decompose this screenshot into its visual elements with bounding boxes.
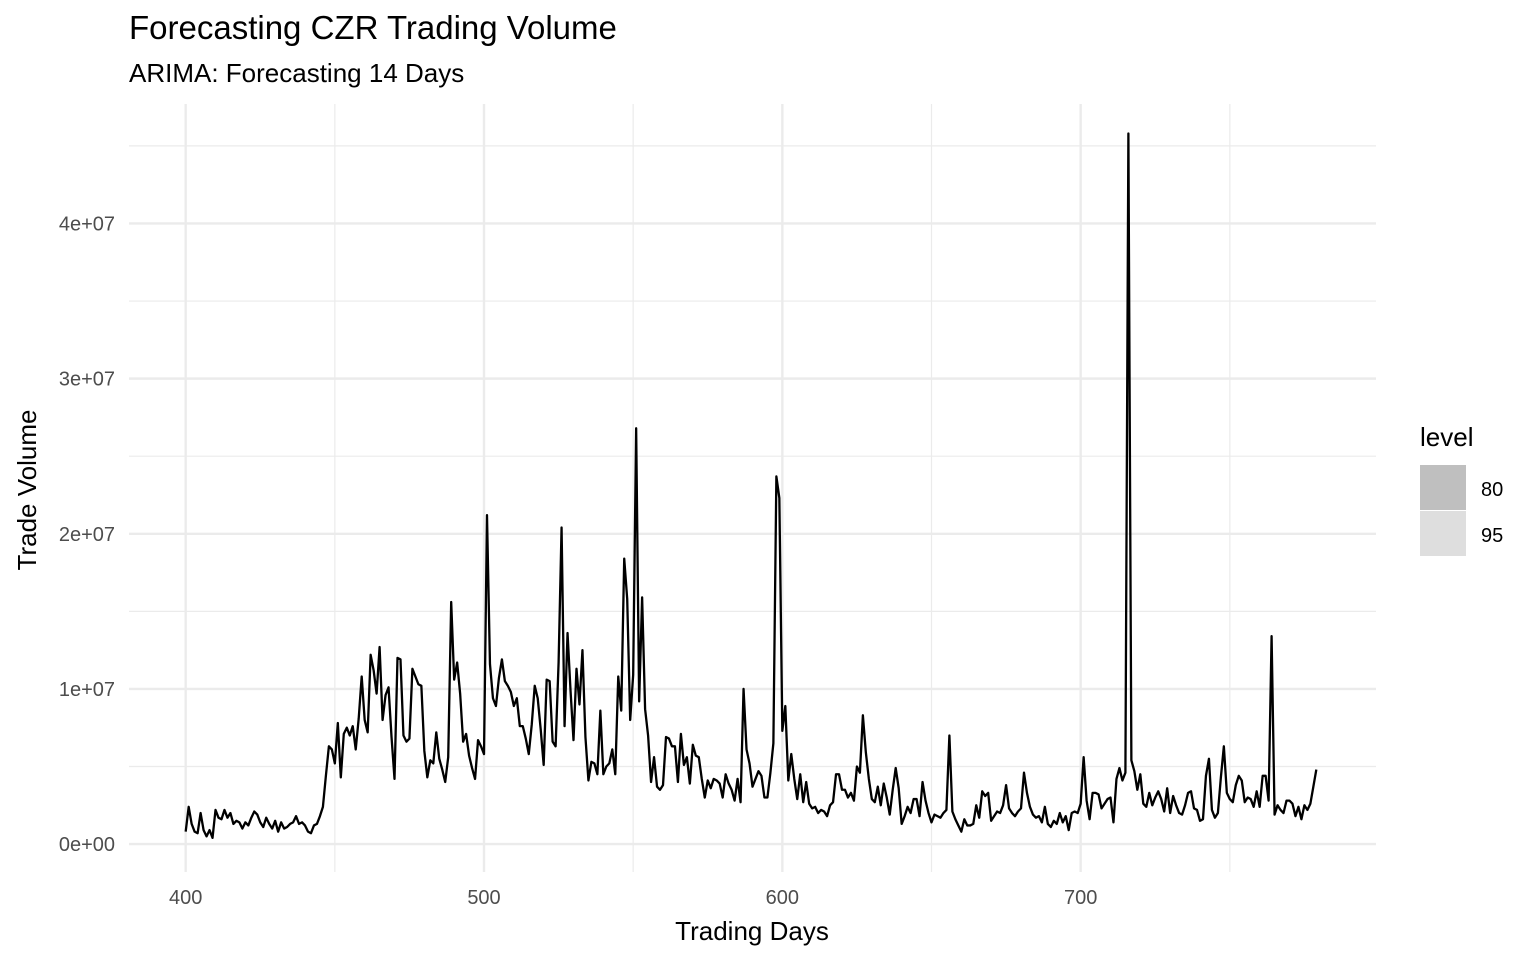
y-tick-label: 2e+07 bbox=[59, 524, 115, 546]
x-axis-ticks: 400 500 600 700 bbox=[169, 887, 1097, 909]
legend: level 80 95 bbox=[1420, 422, 1503, 556]
legend-key-95 bbox=[1420, 511, 1466, 556]
legend-key-80 bbox=[1420, 465, 1466, 510]
x-axis-title: Trading Days bbox=[675, 916, 829, 946]
chart-title: Forecasting CZR Trading Volume bbox=[129, 9, 617, 46]
x-tick-label: 500 bbox=[467, 887, 500, 909]
x-tick-label: 400 bbox=[169, 887, 202, 909]
series-layer bbox=[184, 132, 1318, 840]
y-axis-title: Trade Volume bbox=[12, 410, 42, 571]
y-axis-ticks: 0e+00 1e+07 2e+07 3e+07 4e+07 bbox=[59, 213, 115, 856]
y-tick-label: 3e+07 bbox=[59, 369, 115, 391]
y-tick-label: 4e+07 bbox=[59, 213, 115, 235]
x-tick-label: 600 bbox=[766, 887, 799, 909]
legend-title: level bbox=[1420, 422, 1473, 452]
legend-label-80: 80 bbox=[1481, 479, 1503, 501]
legend-label-95: 95 bbox=[1481, 525, 1503, 547]
y-tick-label: 1e+07 bbox=[59, 679, 115, 701]
y-tick-label: 0e+00 bbox=[59, 834, 115, 856]
series-line bbox=[184, 132, 1318, 840]
minor-gridlines bbox=[129, 104, 1376, 872]
chart-subtitle: ARIMA: Forecasting 14 Days bbox=[129, 58, 464, 88]
x-tick-label: 700 bbox=[1064, 887, 1097, 909]
